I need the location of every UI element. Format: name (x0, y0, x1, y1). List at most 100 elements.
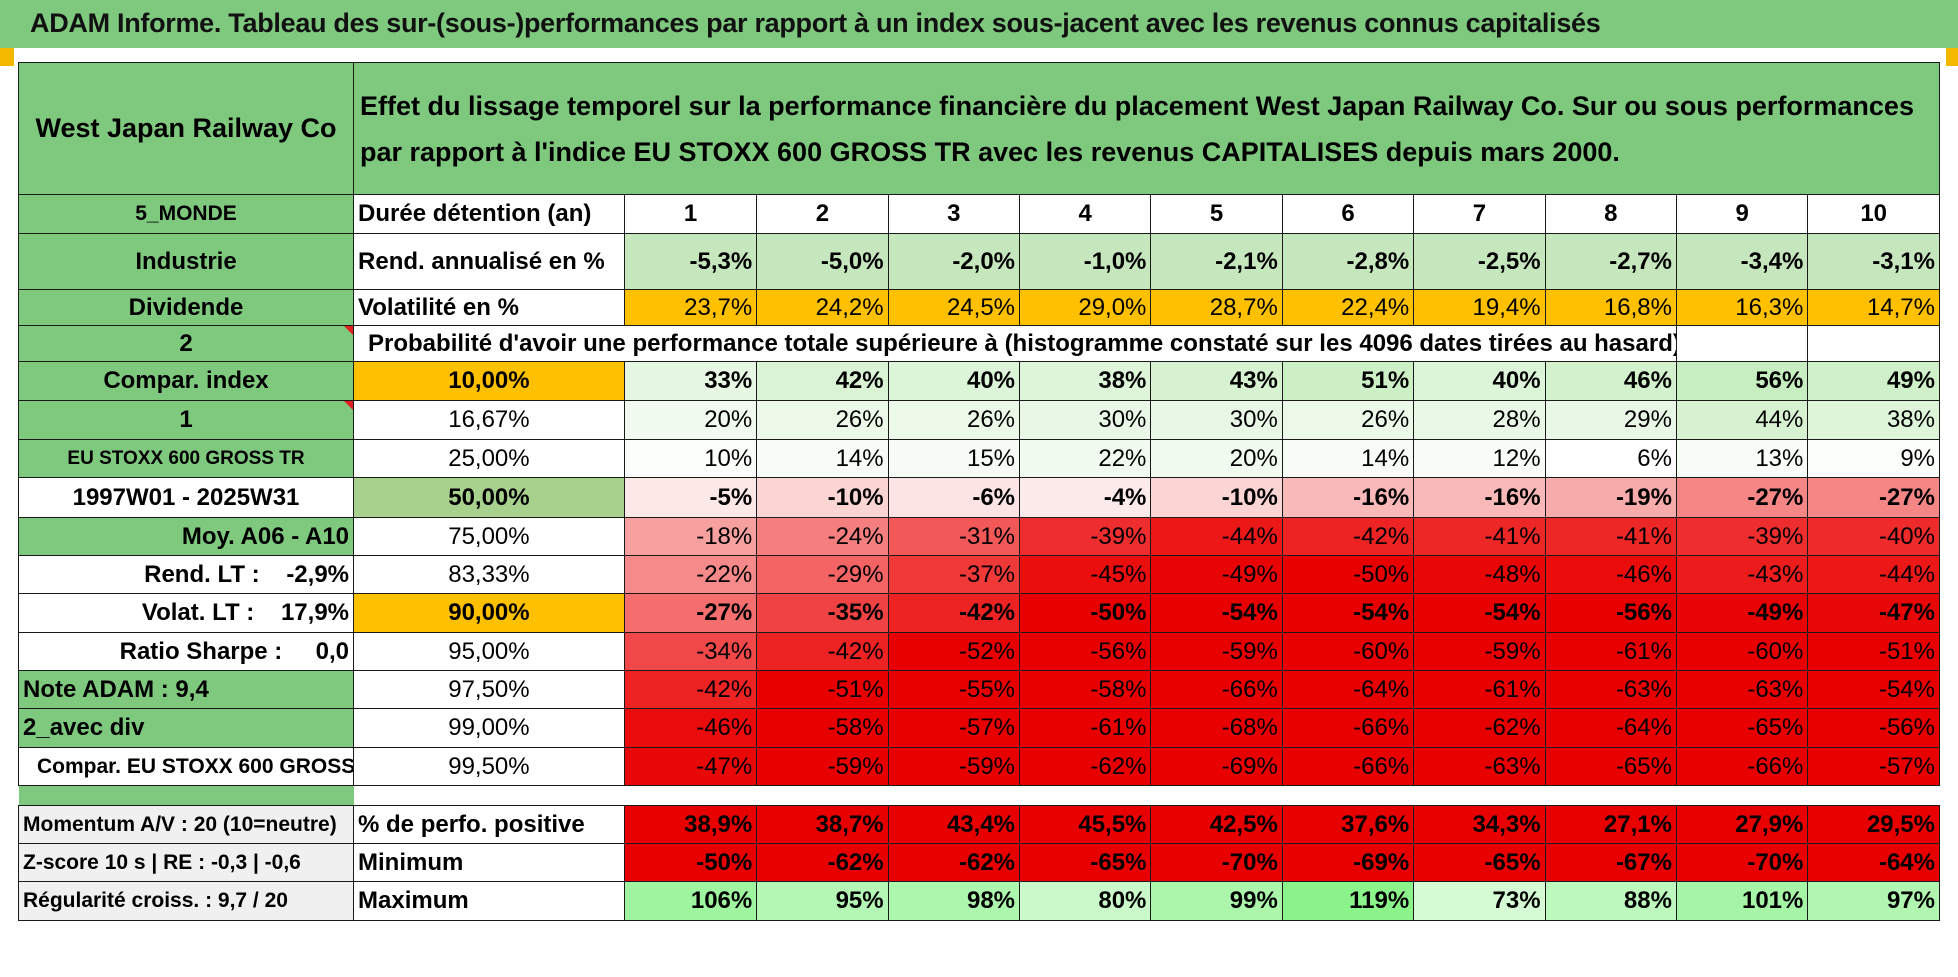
separator-right (353, 785, 1940, 806)
prob-row: Rend. LT : -2,9% 83,33% -22% -29% -37% -45% -4… (17, 555, 1940, 594)
prob-value: -54% (1281, 593, 1415, 633)
pct-pos-value: 38,7% (756, 805, 889, 844)
prob-value: 20% (623, 400, 758, 440)
prob-value: 30% (1019, 400, 1152, 440)
compar2-label: Compar. EU STOXX 600 GROSS TR (17, 747, 355, 786)
prob-value: 14% (756, 439, 889, 478)
prob-value: -41% (1413, 517, 1546, 556)
row-vol: Dividende Volatilité en % 23,7% 24,2% 24,5… (17, 289, 1940, 326)
prob-value: -64% (1544, 708, 1677, 748)
prob-value: -42% (887, 593, 1021, 633)
prob-value: -51% (1807, 632, 1940, 671)
prob-value: -31% (887, 517, 1021, 556)
prob-value: -44% (1807, 555, 1940, 594)
prob-value: 13% (1675, 439, 1809, 478)
pct-pos-row: Momentum A/V : 20 (10=neutre)% de perfo.… (17, 805, 1940, 844)
page-title: ADAM Informe. Tableau des sur-(sous-)per… (30, 8, 1601, 38)
zone-label: 5_MONDE (17, 194, 355, 234)
prob-value: -56% (1544, 593, 1677, 633)
prob-value: -65% (1544, 747, 1677, 786)
rend-lt-label: Rend. LT : -2,9% (17, 555, 355, 594)
prob-value: -5% (623, 477, 758, 518)
vol-value: 16,8% (1544, 289, 1677, 326)
prob-value: -19% (1544, 477, 1677, 518)
prob-value: -10% (1150, 477, 1283, 518)
prob-value: 46% (1544, 361, 1677, 401)
performance-table: West Japan Railway Co Effet du lissage t… (17, 62, 1940, 921)
rend-label: Rend. annualisé en % (353, 233, 625, 290)
prob-value: -42% (756, 632, 889, 671)
vol-value: 24,5% (887, 289, 1021, 326)
prob-value: -6% (887, 477, 1021, 518)
separator-left (18, 785, 354, 806)
prob-value: -34% (623, 632, 758, 671)
prob-value: -48% (1413, 555, 1546, 594)
threshold-pct: 95,00% (353, 632, 625, 671)
compar-label: Compar. index (17, 361, 355, 401)
prob-value: -63% (1544, 670, 1677, 709)
rend-value: -3,4% (1675, 233, 1809, 290)
prob-value: -16% (1281, 477, 1415, 518)
prob-value: -41% (1544, 517, 1677, 556)
prob-value: -64% (1281, 670, 1415, 709)
threshold-pct: 83,33% (353, 555, 625, 594)
maximum-value: 101% (1675, 881, 1809, 921)
right-edge-marker (1946, 48, 1958, 66)
duree-label: Durée détention (an) (353, 194, 625, 234)
threshold-pct: 16,67% (353, 400, 625, 440)
vol-value: 23,7% (623, 289, 758, 326)
prob-value: -54% (1150, 593, 1283, 633)
prob-value: 38% (1807, 400, 1940, 440)
separator-row (18, 785, 1940, 806)
prob-value: 29% (1544, 400, 1677, 440)
prob-value: 40% (887, 361, 1021, 401)
prob-value: -29% (756, 555, 889, 594)
maximum-value: 95% (756, 881, 889, 921)
row-duree: 5_MONDE Durée détention (an) 1 2 3 4 5 6 7 8 9 10 (17, 194, 1940, 234)
prob-value: -56% (1807, 708, 1940, 748)
prob-value: -50% (1281, 555, 1415, 594)
prob-row: Ratio Sharpe : 0,0 95,00% -34% -42% -52% -56%… (17, 632, 1940, 671)
prob-value: 56% (1675, 361, 1809, 401)
prob-value: -44% (1150, 517, 1283, 556)
year-header: 6 (1281, 194, 1415, 234)
vol-value: 16,3% (1675, 289, 1809, 326)
prob-row: 2_avec div 99,00% -46% -58% -57% -61% -68% -66%… (17, 708, 1940, 748)
vol-value: 28,7% (1150, 289, 1283, 326)
maximum-value: 119% (1281, 881, 1415, 921)
prob-value: 15% (887, 439, 1021, 478)
maximum-row: Régularité croiss. : 9,7 / 20 Maximum 106%… (17, 881, 1940, 921)
prob-value: -57% (887, 708, 1021, 748)
minimum-value: -62% (887, 843, 1021, 882)
threshold-pct: 10,00% (353, 361, 625, 401)
rend-value: -2,7% (1544, 233, 1677, 290)
sector-label: Industrie (17, 233, 355, 290)
minimum-value: -69% (1281, 843, 1415, 882)
index-name: EU STOXX 600 GROSS TR (17, 439, 355, 478)
prob-value: -59% (756, 747, 889, 786)
prob-value: -66% (1281, 747, 1415, 786)
prob-value: 9% (1807, 439, 1940, 478)
pct-pos-value: 37,6% (1281, 805, 1415, 844)
prob-value: -66% (1281, 708, 1415, 748)
prob-value: 33% (623, 361, 758, 401)
prob-value: -46% (623, 708, 758, 748)
prob-value: 38% (1019, 361, 1152, 401)
pct-pos-value: 27,9% (1675, 805, 1809, 844)
prob-value: -52% (887, 632, 1021, 671)
prob-value: -60% (1675, 632, 1809, 671)
sharpe-label: Ratio Sharpe : 0,0 (17, 632, 355, 671)
prob-row: Moy. A06 - A10 75,00% -18% -24% -31% -39% -44%… (17, 517, 1940, 556)
prob-row: Compar. index 10,00% 33% 42% 40% 38% 43% 51% 40%… (17, 361, 1940, 401)
prob-value: 26% (887, 400, 1021, 440)
company-name: West Japan Railway Co (17, 62, 355, 195)
minimum-value: -62% (756, 843, 889, 882)
minimum-value: -65% (1019, 843, 1152, 882)
minimum-value: -70% (1675, 843, 1809, 882)
prob-value: -58% (1019, 670, 1152, 709)
prob-value: 20% (1150, 439, 1283, 478)
threshold-pct: 99,50% (353, 747, 625, 786)
vol-value: 14,7% (1807, 289, 1940, 326)
prob-value: -59% (887, 747, 1021, 786)
prob-value: -65% (1675, 708, 1809, 748)
